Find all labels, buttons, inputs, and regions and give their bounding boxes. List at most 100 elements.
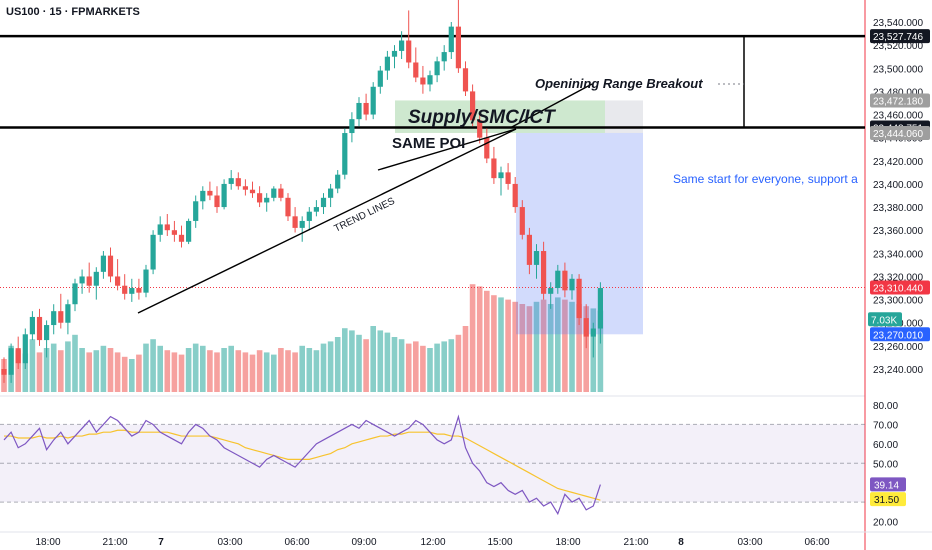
candle-body — [36, 316, 43, 341]
candle-body — [264, 197, 270, 203]
candle-body — [100, 255, 106, 272]
candle-body — [526, 234, 532, 265]
candle-body — [143, 269, 149, 293]
candle-body — [122, 285, 128, 294]
rsi-line — [3, 414, 601, 516]
volume-bar — [391, 337, 398, 392]
volume-bar — [313, 350, 320, 392]
volume-bar — [420, 345, 426, 392]
candle-body — [597, 288, 603, 329]
time-tick: 18:00 — [35, 537, 60, 548]
candle-body — [178, 234, 185, 242]
volume-bar — [36, 352, 43, 392]
volume-bar — [121, 356, 128, 392]
volume-bar — [519, 304, 526, 392]
volume-bar — [533, 301, 540, 392]
volume-bar — [569, 301, 575, 392]
trend-lines-label: TREND LINES — [332, 196, 397, 235]
candle-body — [285, 197, 291, 217]
time-tick: 06:00 — [284, 537, 309, 548]
time-tick: 15:00 — [487, 537, 512, 548]
candle-body — [313, 207, 319, 212]
time-tick: 21:00 — [102, 537, 127, 548]
volume-bar — [93, 350, 100, 392]
rsi-tick: 20.00 — [873, 518, 898, 529]
candle-body — [462, 68, 469, 92]
candle-body — [370, 86, 376, 115]
price-tick: 23,460.000 — [873, 111, 923, 122]
volume-bar — [192, 343, 199, 392]
volume-bar — [491, 295, 497, 392]
candle-body — [512, 183, 518, 208]
time-tick: 7 — [158, 537, 164, 548]
candle-body — [221, 183, 227, 208]
time-tick: 12:00 — [420, 537, 445, 548]
candle-body — [51, 311, 57, 326]
candle-body — [157, 224, 163, 235]
volume-bar — [200, 345, 206, 392]
candle-body — [200, 190, 206, 202]
volume-bar — [562, 299, 568, 392]
candle-body — [1, 369, 7, 375]
price-tick: 23,500.000 — [873, 64, 923, 75]
rsi-band — [0, 424, 865, 503]
supply-label: Supply/SMC/ICT — [408, 107, 556, 128]
price-label: 23,310.440 — [873, 284, 923, 295]
volume-bar — [29, 339, 36, 392]
candle-body — [44, 325, 50, 341]
candle-body — [72, 283, 78, 305]
price-tick: 23,300.000 — [873, 296, 923, 307]
volume-bar — [150, 339, 156, 392]
volume-bar — [476, 286, 483, 392]
candle-body — [484, 137, 490, 159]
time-tick: 21:00 — [623, 537, 648, 548]
volume-bar — [256, 350, 263, 392]
volume-bar — [72, 334, 78, 392]
rsi-label: 39.14 — [874, 480, 899, 491]
candle-body — [356, 102, 362, 120]
rsi-label-bg — [870, 492, 906, 507]
candle-body — [214, 195, 220, 208]
breakout-arrow-line — [509, 83, 593, 129]
price-tick: 23,260.000 — [873, 342, 923, 353]
volume-bar — [15, 350, 21, 392]
price-label-bg — [870, 93, 930, 108]
candle-body — [427, 75, 433, 85]
candle-body — [129, 288, 135, 294]
volume-bar — [370, 326, 376, 392]
candle-body — [342, 133, 348, 175]
candle-body — [320, 197, 327, 208]
volume-bar — [58, 350, 64, 392]
symbol-title: US100 · 15 · FPMARKETS — [6, 6, 140, 18]
volume-bar — [540, 299, 547, 392]
volume-bar — [597, 310, 604, 392]
candle-body — [363, 102, 369, 115]
volume-bar — [427, 348, 433, 392]
volume-bar — [413, 341, 419, 392]
price-tick: 23,400.000 — [873, 180, 923, 191]
volume-bar — [249, 354, 256, 392]
volume-bar — [583, 306, 589, 392]
volume-bar — [576, 304, 582, 392]
candle-body — [93, 271, 99, 286]
candle-body — [65, 304, 71, 323]
volume-bar — [377, 330, 384, 392]
rsi-tick: 80.00 — [873, 401, 898, 412]
volume-bar — [434, 343, 440, 392]
candle-body — [413, 62, 419, 78]
candle-body — [15, 348, 21, 364]
volume-bar — [107, 348, 114, 392]
candle-body — [420, 77, 426, 85]
volume-bar — [178, 354, 185, 392]
time-tick: 09:00 — [351, 537, 376, 548]
candle-body — [235, 178, 241, 187]
volume-bar — [100, 345, 107, 392]
volume-bar — [334, 337, 341, 392]
price-label: 23,444.060 — [873, 129, 923, 140]
volume-bar — [86, 352, 92, 392]
volume-bar — [441, 341, 447, 392]
candle-body — [107, 255, 114, 277]
volume-bar — [349, 330, 355, 392]
volume-bar — [469, 284, 476, 392]
